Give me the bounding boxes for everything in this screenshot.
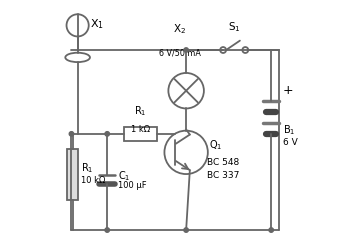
Text: X$_2$: X$_2$ bbox=[174, 23, 186, 36]
Text: S$_1$: S$_1$ bbox=[228, 20, 241, 34]
Text: 10 kΩ: 10 kΩ bbox=[81, 176, 105, 185]
Circle shape bbox=[69, 132, 74, 136]
Text: 1 kΩ: 1 kΩ bbox=[131, 125, 150, 134]
Text: X$_1$: X$_1$ bbox=[90, 17, 104, 31]
Circle shape bbox=[105, 132, 109, 136]
Text: +: + bbox=[283, 84, 294, 97]
Bar bbox=[125, 127, 157, 141]
Text: BC 337: BC 337 bbox=[207, 171, 239, 180]
Circle shape bbox=[184, 48, 189, 52]
Bar bbox=[67, 149, 78, 200]
Text: R$_1$: R$_1$ bbox=[134, 104, 147, 118]
Text: BC 548: BC 548 bbox=[207, 158, 239, 167]
Text: 6 V: 6 V bbox=[283, 138, 298, 147]
Circle shape bbox=[269, 228, 273, 232]
Text: C$_1$: C$_1$ bbox=[118, 169, 130, 183]
Text: Q$_1$: Q$_1$ bbox=[209, 138, 223, 152]
Text: B$_1$: B$_1$ bbox=[283, 123, 295, 137]
Text: R$_1$: R$_1$ bbox=[81, 161, 93, 175]
Text: 100 μF: 100 μF bbox=[118, 181, 146, 190]
Circle shape bbox=[105, 228, 109, 232]
Text: 6 V/50 mA: 6 V/50 mA bbox=[159, 48, 201, 57]
Circle shape bbox=[184, 228, 189, 232]
